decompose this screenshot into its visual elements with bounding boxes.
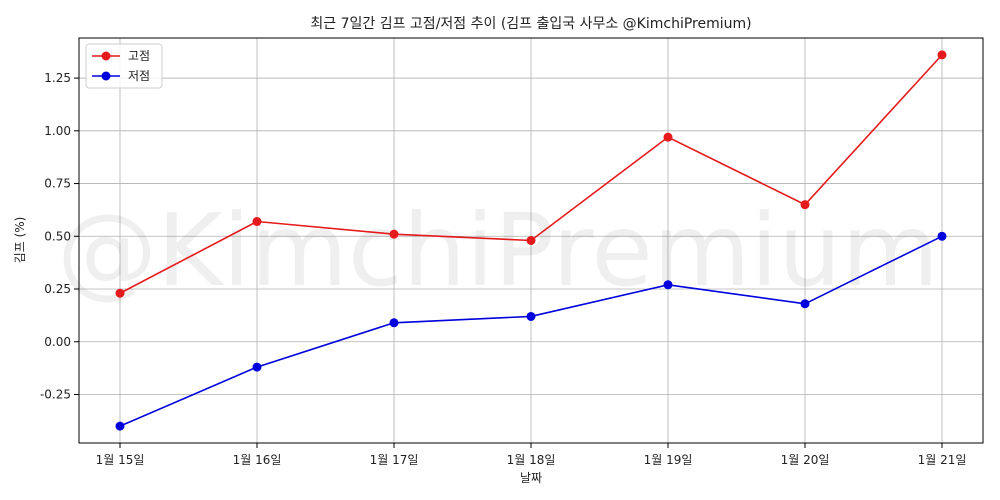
data-point: [252, 362, 262, 372]
x-tick-label: 1월 20일: [781, 453, 830, 467]
data-point: [526, 236, 536, 245]
x-tick-label: 1월 21일: [918, 453, 967, 467]
x-tick-label: 1월 17일: [370, 453, 419, 467]
data-point: [663, 132, 673, 142]
x-axis-label: 날짜: [520, 471, 542, 485]
y-tick-label: 1.00: [44, 124, 71, 138]
legend-marker: [101, 51, 111, 61]
data-point: [800, 200, 810, 210]
x-tick-label: 1월 16일: [233, 453, 282, 467]
legend-box: [85, 43, 163, 89]
data-point: [526, 311, 536, 321]
data-point: [115, 421, 125, 431]
x-tick-label: 1월 18일: [507, 453, 556, 467]
y-axis-label: 김프 (%): [13, 217, 27, 264]
data-point: [115, 288, 125, 298]
y-tick-label: -0.25: [40, 387, 71, 401]
y-tick-label: 0.75: [44, 177, 71, 191]
chart-title: 최근 7일간 김프 고점/저점 추이 (김프 출입국 사무소 @KimchiPr…: [310, 16, 751, 32]
y-tick-label: 0.00: [44, 335, 71, 349]
x-tick-label: 1월 15일: [96, 453, 145, 467]
x-tick-label: 1월 19일: [644, 453, 693, 467]
y-tick-label: 0.50: [44, 229, 71, 243]
data-point: [800, 299, 810, 309]
legend-marker: [101, 71, 111, 81]
data-point: [252, 217, 262, 227]
watermark: @KimchiPremium: [57, 192, 939, 309]
data-point: [389, 318, 399, 328]
series: [115, 50, 947, 431]
data-point: [937, 50, 947, 60]
data-point: [389, 229, 399, 239]
axis-ticks: 1월 15일 1월 16일 1월 17일 1월 18일 1월 19일 1월 20일 1월 2…: [40, 71, 966, 467]
data-point: [663, 280, 673, 290]
legend-label: 저점: [128, 69, 150, 83]
y-tick-label: 0.25: [44, 282, 71, 296]
data-point: [937, 231, 947, 241]
legend-label: 고점: [128, 49, 150, 63]
y-tick-label: 1.25: [44, 71, 71, 85]
